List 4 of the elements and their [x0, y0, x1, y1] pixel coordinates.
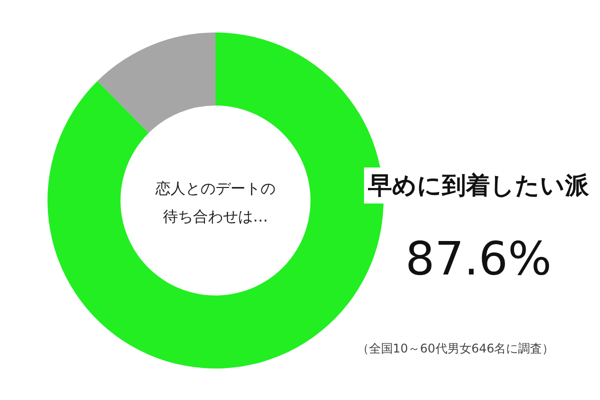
text: 恋人とのデートの待ち合わせは…: [154, 180, 276, 226]
slice-label: 早めに到着したい派: [367, 172, 590, 200]
data-label: 87.6%: [405, 232, 552, 286]
text: （全国10～60代男女646名に調査）: [356, 342, 554, 356]
